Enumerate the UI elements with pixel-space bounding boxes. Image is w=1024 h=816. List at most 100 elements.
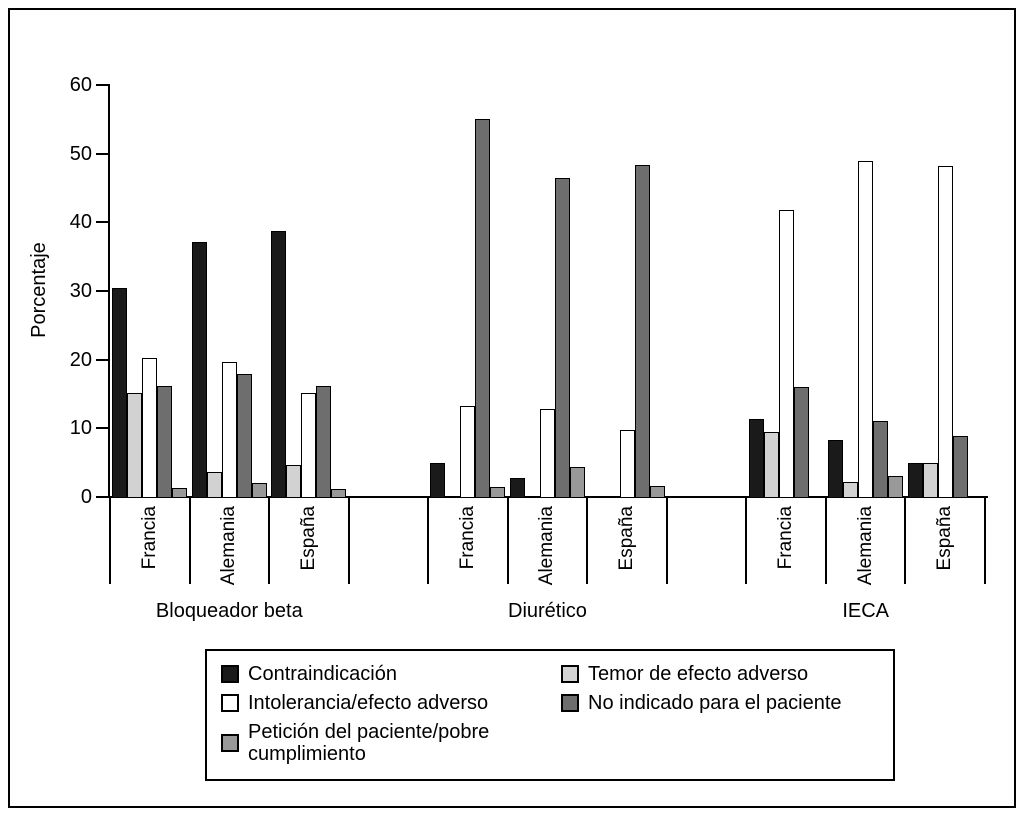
legend-item: No indicado para el paciente [561,692,879,714]
bar-cluster [587,85,667,497]
legend-swatch-intolerancia-efecto-adverso [221,694,239,712]
bar-contraindicacion [907,462,923,497]
bar-slot [748,418,764,497]
legend-label: Petición del paciente/pobre cumplimiento [248,721,490,765]
bar-peticion-paciente [172,488,188,497]
bar-temor-efecto-adverso [286,464,302,497]
bar-contraindicacion [271,230,287,497]
x-axis-divider [506,496,509,584]
bar-contraindicacion [748,418,764,497]
bar-slot [430,462,446,497]
legend-item: Contraindicación [221,663,561,685]
bar-no-indicado [873,421,889,497]
bar-slot [539,409,555,497]
y-axis-tick-label: 20 [69,348,92,371]
x-axis-divider [347,496,350,584]
y-axis-tick-label: 0 [80,486,92,508]
x-axis-divider [824,496,827,584]
legend-swatch-temor-efecto-adverso [561,665,579,683]
bar-slot [475,119,491,497]
bar-slot [301,393,317,497]
bar-intolerancia-efecto-adverso [937,166,953,497]
bar-no-indicado [236,374,252,497]
bar-slot [142,358,158,497]
bar-slot [937,166,953,497]
legend-swatch-contraindicacion [221,665,239,683]
y-axis-tick [96,427,108,430]
bar-slot [778,209,794,497]
x-axis-divider [745,496,748,584]
bar-slot [907,462,923,497]
legend-label: No indicado para el paciente [588,692,842,714]
bar-no-indicado [554,178,570,497]
bar-slot [569,466,585,497]
bar-slot [888,476,904,497]
bar-slot [331,488,347,497]
x-category-text: España [934,506,956,571]
y-axis-tick-label: 50 [69,142,92,165]
bar-slot [843,481,859,497]
bar-slot [858,160,874,497]
bar-slot [271,230,287,497]
bar-peticion-paciente [888,476,904,497]
x-category-label: Francia [110,506,190,590]
bar-slot [619,429,635,497]
legend-swatch-no-indicado [561,694,579,712]
x-category-text: España [616,506,638,571]
bar-cluster [110,85,190,497]
bar-slot [793,387,809,497]
x-axis-divider [427,496,430,584]
bar-peticion-paciente [569,466,585,497]
x-category-text: Francia [138,506,160,570]
bar-slot [828,440,844,497]
bar-slot [221,362,237,497]
bar-temor-efecto-adverso [843,481,859,497]
bar-slot [649,486,665,497]
legend-swatch-peticion-paciente [221,734,239,752]
bar-cluster [746,85,826,497]
bar-no-indicado [157,386,173,497]
bar-cluster [428,85,508,497]
legend-item: Petición del paciente/pobre cumplimiento [221,721,561,765]
bar-slot [316,386,332,497]
bar-slot [873,421,889,497]
bar-slot [634,165,650,497]
bar-temor-efecto-adverso [763,431,779,497]
bar-contraindicacion [112,287,128,497]
x-category-label: España [269,506,349,590]
bar-slot [763,431,779,497]
bar-slot [952,435,968,497]
bar-no-indicado [634,165,650,497]
bar-intolerancia-efecto-adverso [460,405,476,497]
x-group-label: IECA [842,600,890,622]
bar-no-indicado [316,386,332,497]
x-category-label: Francia [746,506,826,590]
legend-item: Intolerancia/efecto adverso [221,692,561,714]
bar-intolerancia-efecto-adverso [619,429,635,497]
bar-peticion-paciente [251,483,267,497]
bar-slot [251,483,267,497]
bar-intolerancia-efecto-adverso [221,362,237,497]
x-axis-divider [109,496,111,584]
bar-no-indicado [475,119,491,497]
x-category-label: Francia [428,506,508,590]
x-category-label: Alemania [190,506,270,590]
y-axis-tick-label: 40 [69,211,92,234]
bar-slot [127,392,143,497]
x-category-text: Francia [456,506,478,570]
x-axis-divider [904,496,907,584]
y-axis-tick [96,496,108,498]
x-axis-divider [268,496,271,584]
y-axis-tick-label: 60 [69,74,92,96]
bar-slot [172,488,188,497]
bar-temor-efecto-adverso [127,392,143,497]
y-axis-tick [96,290,108,292]
bar-slot [509,478,525,497]
x-category-label: Alemania [826,506,906,590]
y-axis-line [108,84,110,498]
bar-slot [112,287,128,497]
bar-temor-efecto-adverso [206,471,222,497]
bar-intolerancia-efecto-adverso [301,393,317,497]
bar-peticion-paciente [649,486,665,497]
